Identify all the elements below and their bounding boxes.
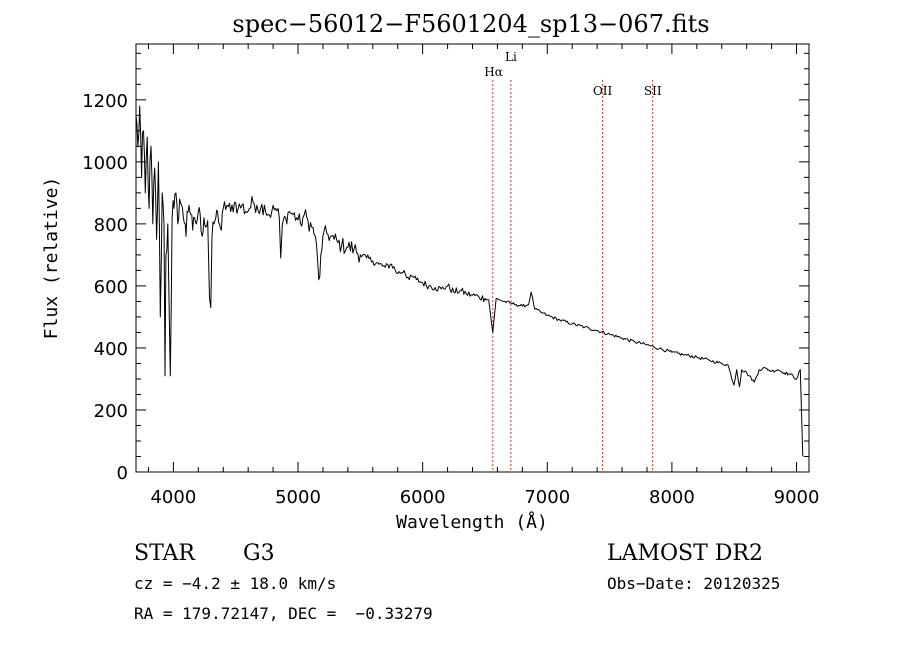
line-marker-label: Li (505, 50, 517, 64)
y-axis-label: Flux (relative) (41, 177, 62, 340)
object-type: STAR (134, 541, 196, 566)
line-marker-label: OII (593, 84, 613, 98)
redshift-text: cz = −4.2 ± 18.0 km/s (134, 574, 336, 593)
line-marker-label: Hα (484, 65, 503, 79)
line-marker-label: SII (644, 84, 662, 98)
x-tick-labels: 4000 5000 6000 7000 8000 9000 (150, 487, 819, 508)
y-tick-label: 200 (94, 401, 128, 422)
y-tick-label: 1000 (82, 153, 128, 174)
y-tick-label: 600 (94, 277, 128, 298)
survey-name: LAMOST DR2 (607, 541, 763, 566)
axis-ticks (136, 44, 809, 473)
y-tick-label: 800 (94, 215, 128, 236)
x-tick-label: 4000 (150, 487, 196, 508)
x-tick-label: 8000 (649, 487, 695, 508)
chart-title: spec−56012−F5601204_sp13−067.fits (232, 10, 709, 38)
y-tick-label: 0 (117, 463, 128, 484)
y-tick-label: 1200 (82, 91, 128, 112)
x-tick-label: 7000 (524, 487, 570, 508)
x-tick-label: 9000 (774, 487, 820, 508)
obs-date-text: Obs−Date: 20120325 (607, 574, 780, 593)
x-axis-label: Wavelength (Å) (396, 511, 548, 533)
spectral-class: G3 (243, 541, 275, 566)
spectrum-line (135, 105, 804, 457)
coordinates-text: RA = 179.72147, DEC = −0.33279 (134, 604, 433, 623)
x-tick-label: 6000 (400, 487, 446, 508)
y-tick-labels: 0 200 400 600 800 1000 1200 (82, 91, 128, 484)
plot-frame (135, 43, 810, 473)
y-tick-label: 400 (94, 339, 128, 360)
x-tick-label: 5000 (275, 487, 321, 508)
